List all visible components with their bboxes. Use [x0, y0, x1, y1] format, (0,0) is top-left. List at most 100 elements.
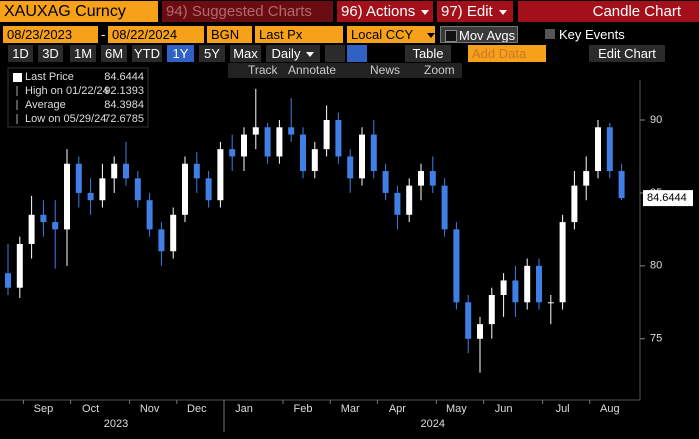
y-tick-label: 85 [650, 187, 662, 199]
period-button[interactable]: 1D [8, 45, 33, 62]
toolbar-button[interactable]: Annotate [288, 63, 337, 77]
candle-body [205, 178, 212, 201]
checkbox [545, 29, 555, 39]
line-style-button[interactable] [325, 45, 345, 62]
edit-chart-button[interactable]: Edit Chart [589, 45, 665, 62]
candle-body [418, 171, 424, 186]
security-field[interactable]: XAUXAG Curncy [0, 1, 158, 22]
period-button[interactable]: 3D [38, 45, 63, 62]
period-button[interactable]: 6M [101, 45, 127, 62]
candle-body [300, 134, 306, 172]
candle-body [512, 280, 519, 303]
legend-value: 72.6785 [104, 113, 144, 125]
frequency-menu[interactable]: Daily [266, 45, 320, 62]
candle-body [252, 127, 259, 135]
candle-body [28, 214, 35, 244]
legend-value: 84.3984 [104, 99, 144, 111]
candle-body [99, 178, 106, 201]
candle-body [359, 134, 365, 179]
last-price-label: 84.6444 [647, 192, 687, 204]
candle-body [606, 127, 613, 172]
year-label: 2023 [104, 418, 128, 430]
mov-avgs-toggle[interactable]: Mov Avgs [440, 26, 518, 43]
label: Daily [271, 46, 301, 61]
candle-body [524, 265, 531, 303]
chart-title: Candle Chart [518, 1, 699, 22]
period-button[interactable]: 1Y [167, 45, 194, 62]
candle-body [170, 214, 177, 252]
candle-body [429, 171, 436, 186]
legend-label: Average [25, 99, 66, 111]
caret [427, 33, 435, 39]
key-events-toggle[interactable]: Key Events [543, 26, 643, 43]
toolbar-button[interactable]: Zoom [424, 63, 455, 77]
table-button[interactable]: Table [405, 45, 451, 62]
legend-value: 84.6444 [104, 71, 144, 83]
period-button[interactable]: 1M [70, 45, 96, 62]
candle-body [146, 200, 153, 230]
checkbox [445, 30, 457, 42]
candle-body [323, 120, 330, 150]
x-tick-label: Jul [556, 403, 570, 415]
label: 97) Edit [441, 3, 493, 20]
legend-label: High on 01/22/24 [25, 85, 109, 97]
period-button[interactable]: 5Y [199, 45, 225, 62]
candle-body [536, 265, 542, 303]
candle-body [288, 127, 295, 135]
toolbar-button[interactable]: News [370, 63, 401, 77]
candle-body [370, 134, 377, 172]
label: Mov Avgs [459, 28, 516, 43]
candle-body [500, 280, 507, 295]
chart-toolbar: Track Annotate News Zoom [228, 63, 462, 78]
candle-body [559, 222, 566, 303]
y-tick-label: 80 [650, 260, 662, 272]
x-tick-label: Aug [600, 403, 620, 415]
source[interactable]: BGN [207, 26, 252, 43]
end-date[interactable]: 08/22/2024 [108, 26, 204, 43]
date-separator: - [101, 27, 106, 42]
candle-body [335, 120, 342, 157]
edit-menu[interactable]: 97) Edit [437, 1, 513, 22]
candle-body [311, 149, 318, 172]
candle-body [595, 127, 601, 172]
candle-body [441, 185, 448, 230]
candle-body [547, 302, 554, 304]
x-tick-label: Oct [82, 403, 99, 415]
candle-body [64, 163, 70, 230]
field[interactable]: Last Px [255, 26, 343, 43]
candle-body [276, 127, 283, 157]
y-tick-label: 75 [650, 333, 662, 345]
candle-body [406, 185, 413, 215]
candle-body [571, 185, 578, 223]
candle-style-button[interactable] [347, 45, 367, 62]
legend-value: 92.1393 [104, 85, 144, 97]
x-tick-label: Jan [235, 403, 253, 415]
legend-box [7, 67, 149, 128]
label: 96) Actions [341, 3, 416, 20]
candle-body [465, 302, 472, 339]
x-tick-label: Feb [294, 403, 313, 415]
caret [421, 9, 430, 15]
caret [498, 9, 507, 15]
x-tick-label: Mar [341, 403, 360, 415]
candle-body [193, 163, 200, 179]
x-tick-label: Nov [140, 403, 160, 415]
candle-body [382, 171, 389, 193]
candle-body [111, 163, 118, 179]
candle-body [453, 229, 460, 303]
candle-body [477, 324, 483, 339]
period-button[interactable]: YTD [132, 45, 162, 62]
actions-menu[interactable]: 96) Actions [337, 1, 433, 22]
period-button[interactable]: Max [230, 45, 261, 62]
currency[interactable]: Local CCY [347, 26, 435, 43]
candle-body [123, 163, 129, 179]
last-price-tag [643, 190, 693, 207]
suggested-charts[interactable]: 94) Suggested Charts [162, 1, 333, 22]
toolbar-button[interactable]: Track [248, 63, 278, 77]
candle-body [241, 134, 247, 157]
legend-swatch [13, 73, 22, 82]
add-data[interactable]: Add Data [468, 45, 546, 62]
start-date[interactable]: 08/23/2023 [3, 26, 98, 43]
candle-body [75, 163, 82, 193]
